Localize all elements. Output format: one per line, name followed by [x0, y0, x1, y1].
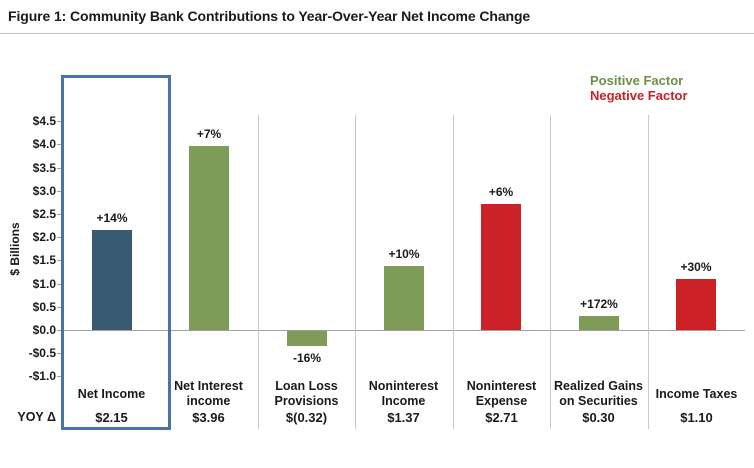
y-tick-label: $1.5	[32, 253, 56, 267]
category-label-line: Provisions	[274, 394, 339, 408]
y-tick-mark	[57, 376, 62, 377]
category-label-line: on Securities	[559, 394, 638, 408]
y-tick-label: $2.5	[32, 207, 56, 221]
pct-label-income-taxes: +30%	[680, 260, 712, 274]
category-label-line: Noninterest	[368, 379, 439, 393]
bar-loan-loss-provisions	[287, 331, 327, 346]
pct-label-net-interest-income: +7%	[196, 127, 222, 141]
y-tick-label: $2.0	[32, 230, 56, 244]
category-value-net-interest-income: $3.96	[192, 410, 225, 425]
category-label-realized-gains-on-securities: Realized Gains on Securities	[550, 378, 647, 410]
category-separator	[550, 115, 551, 429]
category-label-line: Income Taxes	[655, 386, 738, 401]
category-label-line: Realized Gains	[554, 379, 643, 393]
pct-label-loan-loss-provisions: -16%	[292, 351, 321, 365]
category-label-noninterest-income: Noninterest Income	[355, 378, 452, 410]
y-tick-label: $0.5	[32, 300, 56, 314]
category-label-line: Net Interest	[174, 379, 243, 393]
legend-negative-factor: Negative Factor	[590, 88, 688, 103]
legend: Positive Factor Negative Factor	[590, 73, 688, 103]
y-tick-mark	[57, 353, 62, 354]
figure-title: Figure 1: Community Bank Contributions t…	[8, 8, 531, 24]
bar-noninterest-expense	[481, 204, 521, 330]
category-separator	[453, 115, 454, 429]
category-separator	[258, 115, 259, 429]
y-tick-label: $3.5	[32, 161, 56, 175]
legend-positive-factor: Positive Factor	[590, 73, 684, 88]
pct-label-realized-gains-on-securities: +172%	[580, 297, 618, 311]
category-label-noninterest-expense: Noninterest Expense	[453, 378, 550, 410]
category-label-line: income	[186, 394, 231, 408]
y-tick-mark	[57, 121, 62, 122]
category-label-line: Income	[381, 394, 426, 408]
y-tick-label: $0.0	[32, 323, 56, 337]
category-value-loan-loss-provisions: $(0.32)	[285, 410, 328, 425]
category-value-realized-gains-on-securities: $0.30	[582, 410, 615, 425]
bar-noninterest-income	[384, 266, 424, 330]
category-label-income-taxes: Income Taxes	[648, 378, 745, 410]
pct-label-net-income: +14%	[96, 211, 128, 225]
category-value-net-income: $2.15	[95, 410, 128, 425]
category-label-line: Noninterest	[466, 379, 537, 393]
y-tick-mark	[57, 214, 62, 215]
y-tick-mark	[57, 237, 62, 238]
y-tick-label: $1.0	[32, 277, 56, 291]
category-label-line: Loan Loss	[275, 379, 338, 393]
category-separator	[355, 115, 356, 429]
pct-label-noninterest-expense: +6%	[488, 185, 514, 199]
y-tick-mark	[57, 168, 62, 169]
y-tick-mark	[57, 191, 62, 192]
category-label-line: Net Income	[77, 386, 146, 401]
y-tick-label: -$1.0	[28, 369, 56, 383]
bar-net-interest-income	[189, 146, 229, 330]
y-tick-label: -$0.5	[28, 346, 56, 360]
bar-realized-gains-on-securities	[579, 316, 619, 330]
category-value-noninterest-expense: $2.71	[485, 410, 518, 425]
y-tick-label: $4.5	[32, 114, 56, 128]
y-tick-mark	[57, 284, 62, 285]
y-tick-label: $4.0	[32, 137, 56, 151]
pct-label-noninterest-income: +10%	[388, 247, 420, 261]
category-value-income-taxes: $1.10	[680, 410, 713, 425]
category-separator	[648, 115, 649, 429]
category-value-noninterest-income: $1.37	[387, 410, 420, 425]
bar-income-taxes	[676, 279, 716, 330]
y-tick-mark	[57, 260, 62, 261]
category-label-line: Expense	[475, 394, 528, 408]
yoy-delta-label: YOY Δ	[17, 410, 56, 424]
y-tick-mark	[57, 144, 62, 145]
y-tick-mark	[57, 307, 62, 308]
y-tick-label: $3.0	[32, 184, 56, 198]
category-label-loan-loss-provisions: Loan Loss Provisions	[258, 378, 355, 410]
category-label-net-interest-income: Net Interest income	[160, 378, 257, 410]
bar-net-income	[92, 230, 132, 330]
title-divider	[0, 33, 754, 34]
zero-axis-line	[57, 330, 745, 331]
category-label-net-income: Net Income	[63, 378, 160, 410]
net-income-highlight-box	[61, 75, 171, 430]
